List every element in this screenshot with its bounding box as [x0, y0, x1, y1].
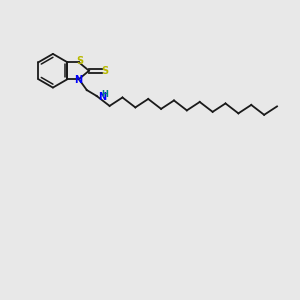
Text: S: S [101, 66, 108, 76]
Text: N: N [98, 92, 106, 101]
Text: N: N [74, 75, 83, 85]
Text: H: H [101, 90, 108, 99]
Text: S: S [76, 56, 83, 66]
